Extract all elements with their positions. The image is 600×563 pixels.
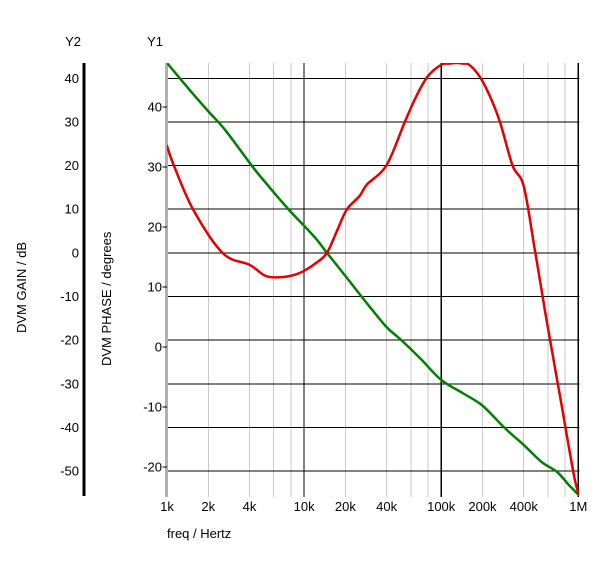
x-tick-label: 20k (335, 499, 356, 514)
y2-tick-label: -50 (60, 464, 79, 479)
y1-axis-header: Y1 (147, 34, 163, 49)
x-tick-label: 400k (510, 499, 539, 514)
y2-tick-label: -20 (60, 333, 79, 348)
y1-tick-label: -10 (143, 400, 162, 415)
y1-tick-label: 20 (148, 219, 162, 234)
x-tick-label: 1k (160, 499, 174, 514)
x-tick-label: 40k (376, 499, 397, 514)
y1-tick-label: 30 (148, 159, 162, 174)
y2-tick-label: 0 (72, 245, 79, 260)
y1-tick-label: 0 (155, 340, 162, 355)
grid (82, 63, 580, 497)
y1-tick-label: 40 (148, 99, 162, 114)
y2-tick-label: 30 (65, 114, 79, 129)
y2-tick-label: 40 (65, 71, 79, 86)
tick-labels: 40 30 20 10 0 -10 -20 -30 -40 -50 40 30 20 10 0 -10 -20 1… (60, 71, 587, 514)
curves (167, 63, 580, 496)
x-axis-title: freq / Hertz (167, 526, 232, 541)
x-tick-label: 100k (427, 499, 456, 514)
y2-tick-label: -30 (60, 376, 79, 391)
y2-tick-label: -40 (60, 420, 79, 435)
x-tick-label: 2k (201, 499, 215, 514)
y1-tick-label: 10 (148, 280, 162, 295)
y2-tick-label: 10 (65, 202, 79, 217)
y2-tick-label: 20 (65, 158, 79, 173)
y1-tick-label: -20 (143, 460, 162, 475)
y2-axis-header: Y2 (65, 34, 81, 49)
phase-curve[interactable] (167, 63, 580, 495)
y2-tick-label: -10 (60, 289, 79, 304)
phase-axis-title: DVM PHASE / degrees (99, 231, 114, 366)
gain-axis-title: DVM GAIN / dB (14, 241, 29, 333)
x-tick-label: 10k (294, 499, 315, 514)
x-tick-label: 1M (569, 499, 587, 514)
gain-curve[interactable] (167, 63, 580, 496)
x-tick-label: 200k (468, 499, 497, 514)
x-tick-label: 4k (243, 499, 257, 514)
